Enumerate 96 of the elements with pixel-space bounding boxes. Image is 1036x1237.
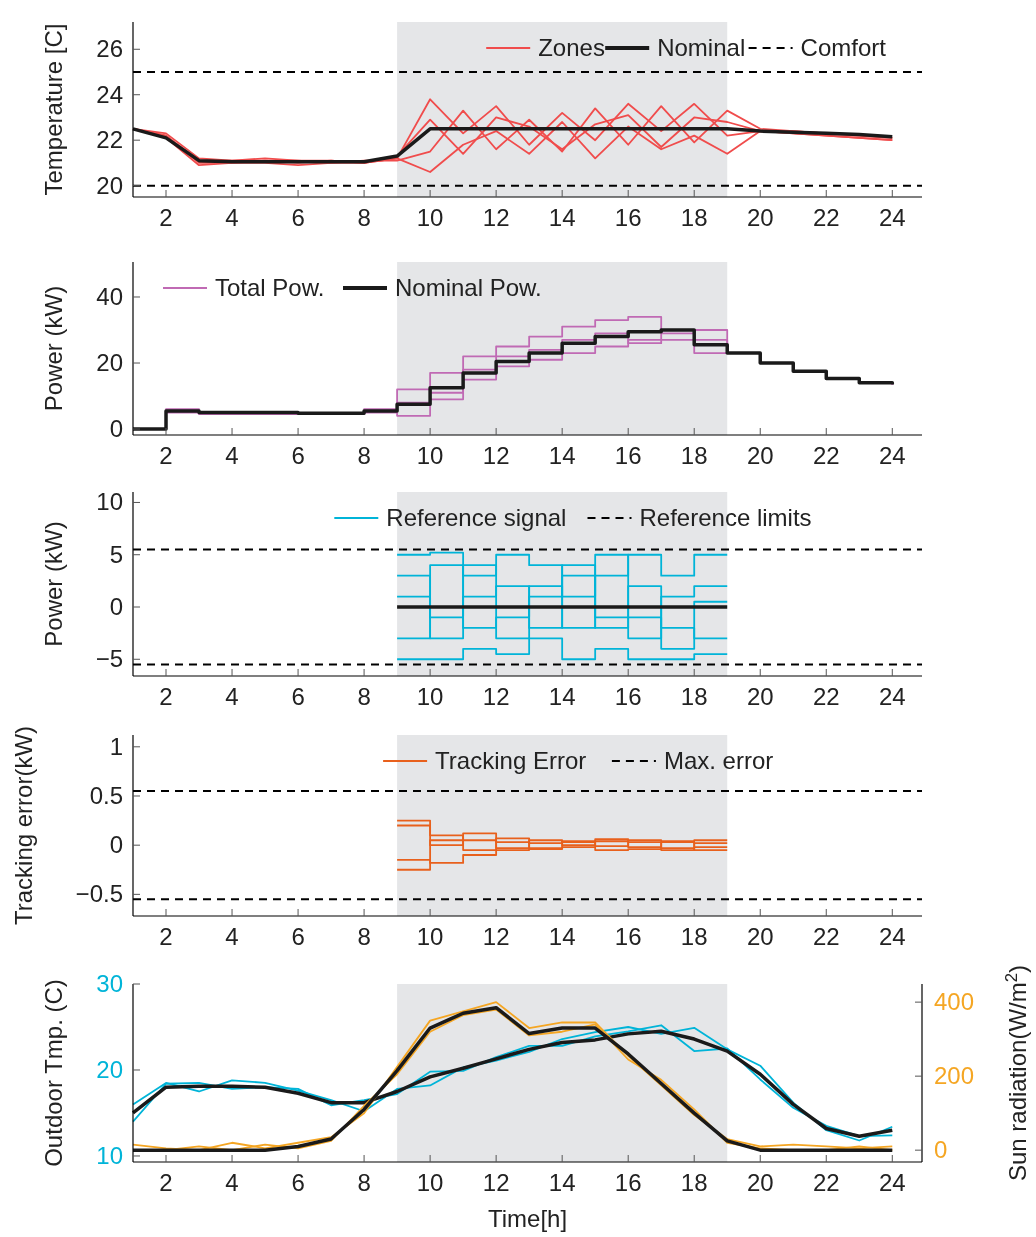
x-tick-label: 24 [878,683,906,710]
x-tick-label: 6 [291,923,305,950]
x-tick-label: 22 [812,923,840,950]
x-tick-label: 2 [159,1169,173,1196]
x-tick-label: 4 [225,204,239,231]
x-tick-label: 24 [878,1169,906,1196]
x-tick-label: 24 [878,442,906,469]
y-tick-label: 40 [96,283,123,310]
y2-tick-label: 0 [934,1136,948,1164]
x-tick-label: 10 [416,923,444,950]
x-tick-label: 18 [680,442,708,469]
x-tick-label: 14 [548,204,576,231]
x-tick-label: 16 [614,683,642,710]
x-tick-label: 24 [878,204,906,231]
x-tick-label: 22 [812,204,840,231]
x-tick-label: 12 [482,1169,510,1196]
y-axis-title: Temperature [C] [40,23,67,196]
x-tick-label: 2 [159,442,173,469]
x-tick-label: 18 [680,204,708,231]
x-tick-label: 12 [482,442,510,469]
y-tick-label: 22 [96,126,123,154]
y-tick-label: −5 [95,645,123,673]
legend-label: Max. error [663,747,774,774]
x-tick-label: 18 [680,1169,708,1196]
legend-label: Reference signal [386,504,567,531]
y-axis-title: Power (kW) [40,521,67,647]
x-tick-label: 8 [357,1169,371,1196]
y-tick-label: 26 [96,35,123,63]
x-tick-label: 22 [812,442,840,469]
x-tick-label: 14 [548,1169,576,1196]
legend-label: Nominal Pow. [395,274,542,301]
x-tick-label: 2 [159,923,173,950]
x-tick-label: 6 [291,204,305,231]
x-tick-label: 8 [357,442,371,469]
x-tick-label: 10 [416,1169,444,1196]
y-tick-label: 0 [109,415,123,443]
legend-label: Tracking Error [435,747,587,774]
y-tick-label: 0 [109,831,123,859]
y2-tick-label: 200 [934,1062,975,1090]
x-tick-label: 6 [291,1169,305,1196]
y-tick-label: 0 [109,593,123,620]
x-tick-label: 6 [291,442,305,469]
x-tick-label: 4 [225,442,239,469]
x-tick-label: 20 [746,1169,774,1196]
x-tick-label: 4 [225,683,239,710]
y-tick-label: 20 [96,171,123,199]
x-tick-label: 14 [548,923,576,950]
x-tick-label: 10 [416,442,444,469]
y-tick-label: 10 [96,1141,123,1169]
x-tick-label: 20 [746,683,774,710]
x-tick-label: 16 [614,442,642,469]
x-tick-label: 24 [878,923,906,950]
legend-label: Nominal [657,34,746,61]
x-tick-label: 22 [812,1169,840,1196]
y-tick-label: −0.5 [75,880,123,908]
x-tick-label: 8 [357,923,371,950]
x-tick-label: 14 [548,442,576,469]
y-axis-title: Outdoor Tmp. (C) [40,979,67,1167]
x-tick-label: 20 [746,442,774,469]
legend-label: Total Pow. [215,274,325,301]
y-tick-label: 0.5 [89,781,123,809]
x-tick-label: 12 [482,683,510,710]
y-tick-label: 10 [96,488,123,516]
x-tick-label: 8 [357,683,371,710]
x-tick-label: 10 [416,683,444,710]
x-tick-label: 2 [159,683,173,710]
x-tick-label: 20 [746,923,774,950]
legend-label: Comfort [800,34,887,61]
y-tick-label: 30 [96,970,123,997]
x-tick-label: 12 [482,204,510,231]
x-tick-label: 18 [680,683,708,710]
x-tick-label: 20 [746,204,774,231]
x-tick-label: 10 [416,204,444,231]
y-tick-label: 5 [109,540,123,568]
y2-tick-label: 400 [934,988,975,1016]
x-tick-label: 18 [680,923,708,950]
x-tick-label: 4 [225,1169,239,1196]
y-tick-label: 20 [96,1055,123,1083]
x-tick-label: 2 [159,204,173,231]
x-tick-label: 16 [614,204,642,231]
x-tick-label: 8 [357,204,371,231]
y-tick-label: 20 [96,349,123,377]
y-tick-label: 24 [96,80,123,108]
x-tick-label: 6 [291,683,305,710]
x-tick-label: 12 [482,923,510,950]
x-tick-label: 22 [812,683,840,710]
x-tick-label: 16 [614,1169,642,1196]
y-tick-label: 1 [109,732,123,760]
x-tick-label: 16 [614,923,642,950]
legend-label: Reference limits [639,504,812,531]
legend-label: Zones [538,34,605,61]
y-axis-title: Power (kW) [40,285,67,412]
y-axis-title: Tracking error(kW) [10,725,37,926]
x-tick-label: 14 [548,683,576,710]
x-axis-title: Time[h] [487,1205,568,1232]
x-tick-label: 4 [225,923,239,950]
